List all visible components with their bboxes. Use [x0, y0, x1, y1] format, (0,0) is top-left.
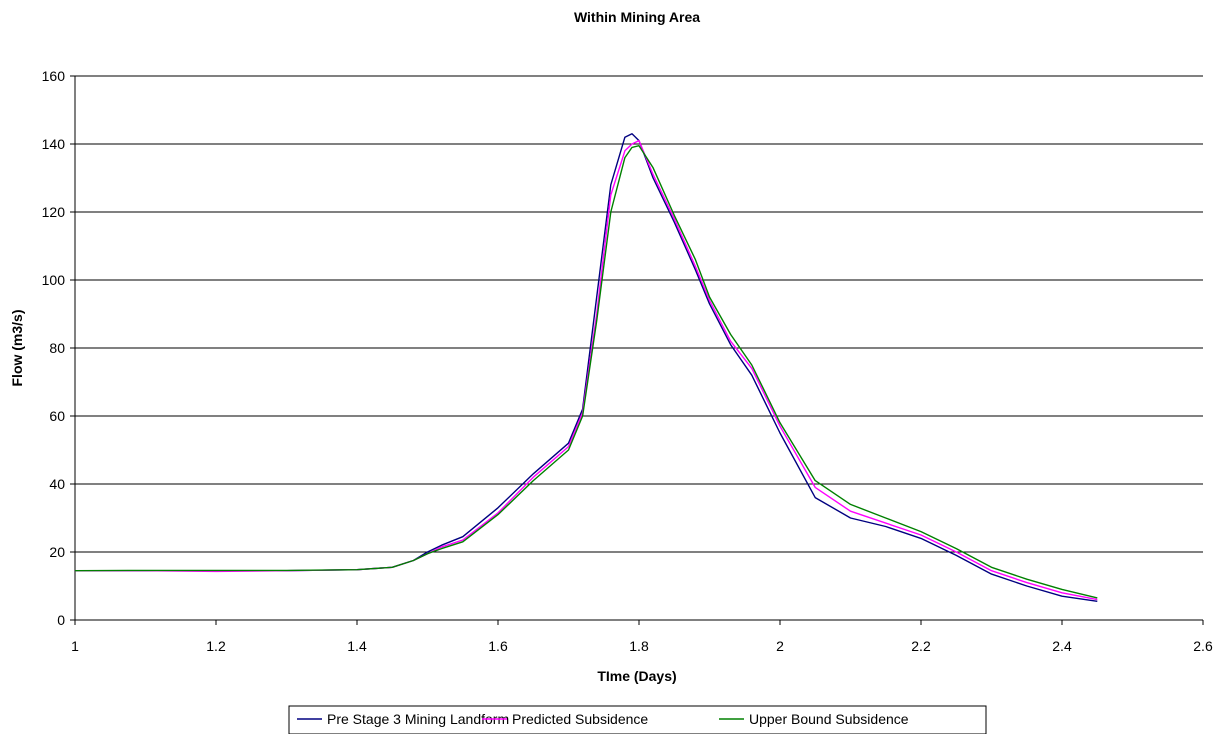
y-tick-label: 0 — [57, 612, 65, 628]
y-tick-label: 20 — [49, 544, 65, 560]
y-tick-label: 160 — [42, 68, 66, 84]
series-lines — [74, 133, 1098, 602]
x-tick-label: 1.2 — [206, 638, 226, 654]
legend-label: Predicted Subsidence — [512, 711, 648, 727]
x-tick-label: 2.6 — [1193, 638, 1213, 654]
legend: Pre Stage 3 Mining Landform Predicted Sub… — [288, 705, 987, 734]
x-tick-label: 1 — [71, 638, 79, 654]
chart-title: Within Mining Area — [574, 9, 700, 25]
x-tick-label: 2 — [776, 638, 784, 654]
x-tick-label: 2.4 — [1052, 638, 1072, 654]
legend-label: Pre Stage 3 Mining Landform — [327, 711, 509, 727]
x-tick-label: 1.6 — [488, 638, 508, 654]
y-axis-label: Flow (m3/s) — [9, 309, 25, 386]
y-axis-ticks: 0 20 40 60 80 100 120 140 160 — [42, 68, 75, 628]
y-tick-label: 80 — [49, 340, 65, 356]
x-tick-label: 1.4 — [347, 638, 367, 654]
y-tick-label: 40 — [49, 476, 65, 492]
legend-box — [288, 705, 987, 734]
y-tick-label: 140 — [42, 136, 66, 152]
x-tick-label: 2.2 — [911, 638, 931, 654]
y-tick-label: 60 — [49, 408, 65, 424]
x-axis-ticks: 1 1.2 1.4 1.6 1.8 2 2.2 2.4 2.6 — [71, 620, 1213, 654]
x-tick-label: 1.8 — [629, 638, 649, 654]
legend-label: Upper Bound Subsidence — [749, 711, 909, 727]
series-line-3 — [74, 144, 1098, 599]
y-tick-label: 100 — [42, 272, 66, 288]
x-axis-label: TIme (Days) — [597, 668, 676, 684]
gridlines — [75, 75, 1203, 553]
y-tick-label: 120 — [42, 204, 66, 220]
